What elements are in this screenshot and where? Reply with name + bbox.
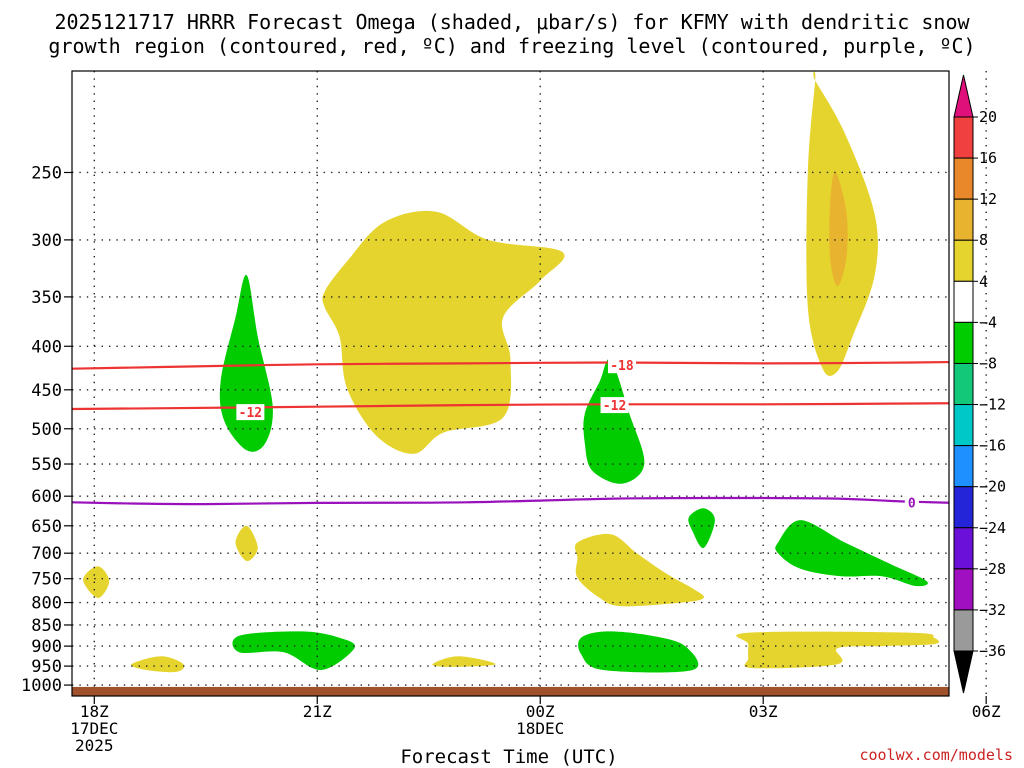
colorbar-swatch (953, 198, 974, 241)
omega-region--8..-4 (232, 631, 356, 671)
colorbar-label: 20 (979, 108, 997, 126)
colorbar-swatch (953, 321, 974, 364)
omega-region--8..-4 (775, 520, 928, 587)
credit-link[interactable]: coolwx.com/models (859, 746, 1013, 764)
colorbar-swatch (953, 116, 974, 159)
chart-title-line1: 2025121717 HRRR Forecast Omega (shaded, … (54, 10, 970, 34)
colorbar-swatch (953, 404, 974, 447)
omega-region-4..8 (322, 210, 565, 454)
colorbar-swatch (953, 280, 974, 323)
y-tick-label: 450 (31, 381, 62, 401)
colorbar-label: 4 (979, 272, 988, 290)
contour-label-bg (236, 404, 265, 421)
omega-region-4..8 (432, 656, 496, 667)
plot-frame (71, 70, 950, 697)
y-tick-label: 650 (31, 517, 62, 537)
y-tick-label: 850 (31, 616, 62, 636)
omega-region--8..-4 (219, 274, 273, 452)
y-tick-label: 550 (31, 455, 62, 475)
colorbar-label: −36 (979, 642, 1006, 660)
x-tick-label: 18DEC (516, 719, 564, 738)
colorbar-label: −32 (979, 601, 1006, 619)
omega-region-8..12 (829, 172, 848, 287)
dotted-grid (72, 71, 987, 696)
contour-labels: -18-18-12-120 (236, 357, 919, 511)
omega-region-4..8 (131, 656, 185, 673)
contour-label: 0 (908, 496, 916, 511)
y-tick-label: 800 (31, 594, 62, 614)
temperature-contours (72, 360, 949, 506)
contour-label-bg (904, 494, 919, 511)
colorbar-swatch (953, 486, 974, 529)
contour-label-bg (607, 357, 636, 374)
omega-region--8..-4 (578, 631, 699, 673)
omega-region--8..-4 (583, 358, 645, 484)
colorbar-label: −4 (979, 313, 997, 331)
colorbar-bottom-extension (953, 650, 974, 694)
colorbar-swatch (953, 568, 974, 611)
chart-title-line2: growth region (contoured, red, ºC) and f… (48, 34, 975, 58)
colorbar-label: −28 (979, 560, 1006, 578)
y-tick-label: 900 (31, 637, 62, 657)
x-tick-label: 17DEC (70, 719, 118, 738)
y-tick-label: 750 (31, 570, 62, 590)
colorbar-label: −12 (979, 396, 1006, 414)
colorbar-label: −24 (979, 519, 1006, 537)
y-axis-ticks: 2503003504004505005506006507007508008509… (21, 163, 72, 696)
colorbar: 20 16 12 8 4 −4 −8 −12 −16 −20 −24 −28 −32 −36 (953, 74, 1006, 694)
x-tick-label: 03Z (749, 702, 778, 721)
y-tick-label: 500 (31, 420, 62, 440)
omega-region-4..8 (83, 566, 110, 598)
x-axis-ticks: 18Z17DEC202521Z00Z18DEC03Z06Z09Z (70, 696, 1001, 755)
omega-region-4..8 (1006, 597, 1024, 660)
dendritic-contour--18 (72, 360, 949, 370)
y-tick-label: 1000 (21, 676, 62, 696)
x-axis-label: Forecast Time (UTC) (400, 746, 617, 768)
y-tick-label: 700 (31, 544, 62, 564)
y-tick-label: 300 (31, 231, 62, 251)
terrain-ground (72, 686, 949, 696)
dendritic-contour--12 (72, 402, 949, 411)
x-tick-label: 00Z (526, 702, 555, 721)
x-tick-label: 18Z (80, 702, 109, 721)
colorbar-label: −8 (979, 354, 997, 372)
y-tick-label: 350 (31, 288, 62, 308)
y-tick-label: 950 (31, 657, 62, 677)
y-tick-label: 250 (31, 163, 62, 183)
freezing-level-contour (72, 496, 949, 506)
contour-label: -12 (239, 406, 262, 421)
omega-shaded-regions (83, 71, 1024, 673)
contour-label: -18 (610, 359, 634, 374)
omega-region--8..-4 (688, 508, 715, 549)
colorbar-label: 16 (979, 149, 997, 167)
omega-region-4..8 (235, 525, 258, 562)
colorbar-swatch (953, 609, 974, 652)
terrain-layer (72, 686, 949, 696)
x-tick-label: 21Z (303, 702, 332, 721)
colorbar-swatch (953, 362, 974, 406)
x-tick-label: 06Z (972, 702, 1001, 721)
colorbar-label: 12 (979, 190, 997, 208)
contour-label: -12 (603, 399, 626, 414)
colorbar-swatch (953, 445, 974, 488)
colorbar-swatch (953, 239, 974, 282)
colorbar-label: 8 (979, 231, 988, 249)
y-tick-label: 600 (31, 487, 62, 507)
colorbar-swatch (953, 527, 974, 570)
y-tick-label: 400 (31, 337, 62, 357)
colorbar-top-extension (953, 74, 974, 118)
colorbar-swatch (953, 157, 974, 200)
colorbar-label: −20 (979, 478, 1006, 496)
contour-label-bg (600, 397, 629, 414)
omega-region-4..8 (574, 533, 705, 607)
x-tick-label: 2025 (75, 736, 114, 755)
omega-region-4..8 (736, 631, 939, 669)
colorbar-label: −16 (979, 437, 1006, 455)
